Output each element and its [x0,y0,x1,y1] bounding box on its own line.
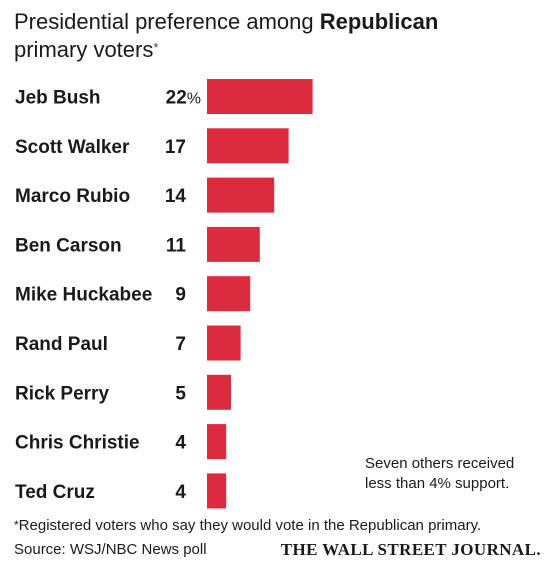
value-label-ben-carson: 11 [166,235,187,256]
footnote: *Registered voters who say they would vo… [14,516,549,536]
value-label-chris-christie: 4 [175,433,186,454]
bar-jeb-bush [207,79,313,114]
title-bold-text: Republican [319,9,439,34]
footnote-text: Registered voters who say they would vot… [18,517,482,534]
bar-ted-cruz [207,473,227,509]
title-footnote-marker: * [153,40,159,55]
value-label-mike-huckabee: 9 [175,285,186,306]
value-label-jeb-bush: 22% [166,88,201,109]
bar-marco-rubio [207,177,275,213]
value-label-rick-perry: 5 [175,383,186,404]
annotation-line-2: less than 4% support. [365,475,510,492]
value-label-ted-cruz: 4 [175,482,186,503]
category-labels-group: Jeb Bush Scott Walker Marco Rubio Ben Carso… [15,88,152,503]
title-text: Presidential preference among [14,9,320,34]
value-label-rand-paul: 7 [175,334,186,355]
bar-ben-carson [207,226,260,262]
value-labels-group: 22% 17 14 11 9 7 5 4 4 [165,88,201,503]
value-label-scott-walker: 17 [165,137,186,158]
category-label-ben-carson: Ben Carson [15,235,122,256]
bar-chris-christie [207,424,227,460]
bar-scott-walker [207,128,289,164]
bar-mike-huckabee [207,276,251,312]
category-label-rand-paul: Rand Paul [15,334,108,355]
bars-group [207,79,313,509]
title-text-line2: primary voters [14,37,154,62]
category-label-jeb-bush: Jeb Bush [15,88,101,109]
chart-title: Presidential preference among Republican… [14,8,544,64]
annotation: Seven others received less than 4% suppo… [365,454,545,494]
category-label-marco-rubio: Marco Rubio [15,186,130,207]
category-label-rick-perry: Rick Perry [15,383,109,404]
category-label-scott-walker: Scott Walker [15,137,130,158]
footnote-marker: * [14,518,19,532]
publisher-logo: THE WALL STREET JOURNAL. [280,540,541,559]
source-note: Source: WSJ/NBC News poll [14,541,207,558]
bar-rand-paul [207,325,241,361]
category-label-chris-christie: Chris Christie [15,433,140,454]
bar-rick-perry [207,374,231,410]
category-label-mike-huckabee: Mike Huckabee [15,285,152,306]
category-label-ted-cruz: Ted Cruz [15,482,95,503]
annotation-line-1: Seven others received [365,455,515,472]
value-label-marco-rubio: 14 [165,186,187,207]
